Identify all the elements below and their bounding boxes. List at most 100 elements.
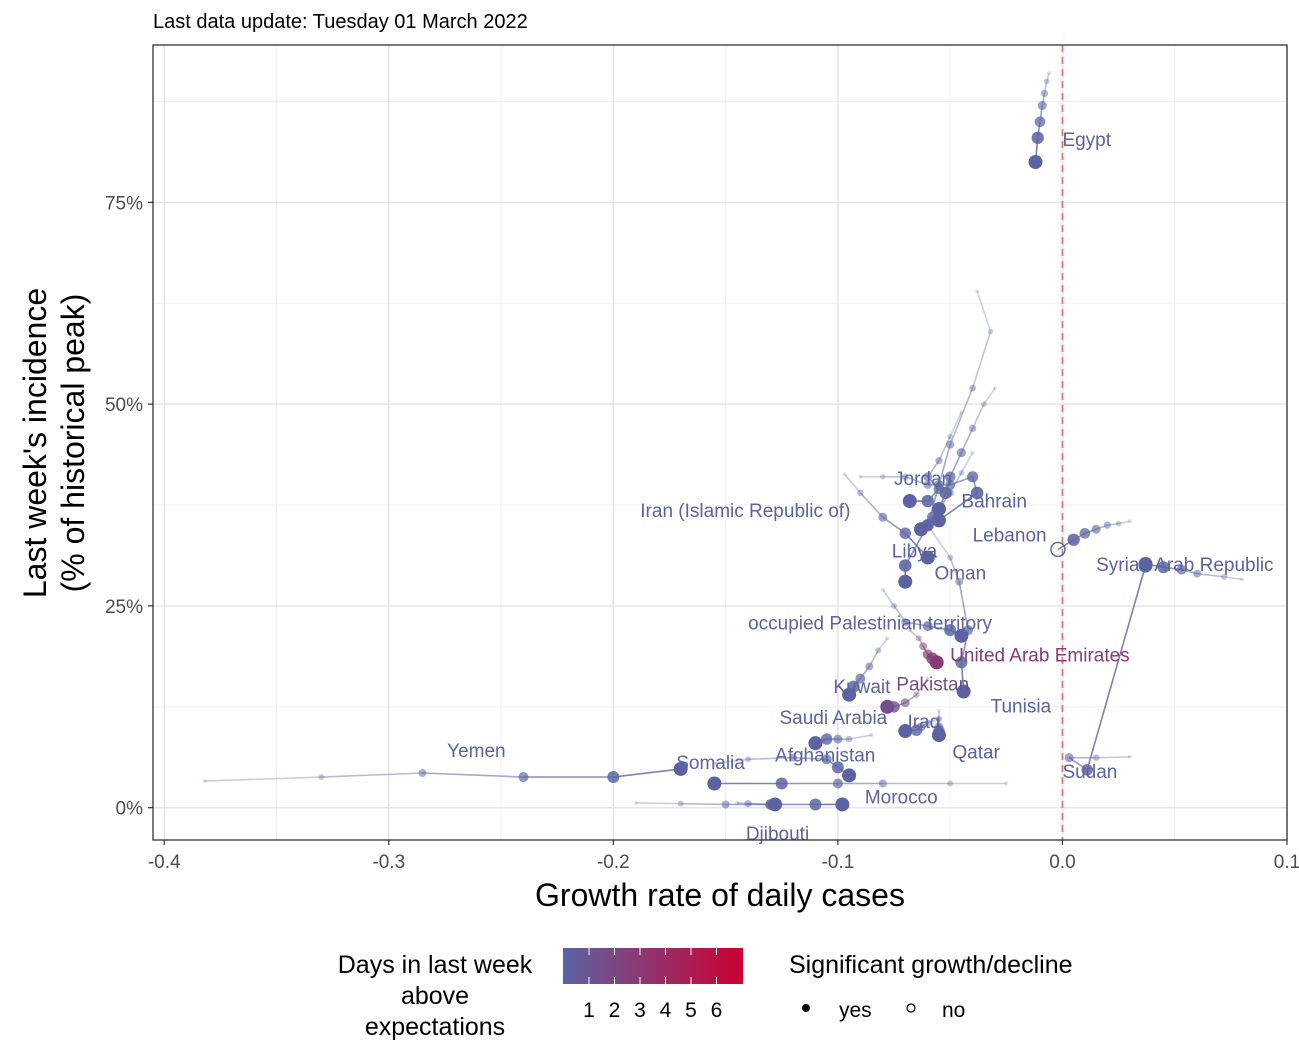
color-legend-label: 2	[609, 999, 621, 1022]
trail-somalia	[712, 753, 857, 783]
data-point	[898, 559, 912, 572]
data-point	[878, 779, 887, 788]
trail-segment	[938, 436, 951, 461]
trail-segment	[882, 589, 895, 607]
data-point	[858, 474, 863, 479]
color-legend-title-line1: Days in last week	[338, 951, 533, 979]
trail-sudan	[1064, 558, 1153, 776]
country-label: Yemen	[447, 741, 505, 762]
data-point	[944, 624, 957, 637]
trail-segment	[958, 581, 969, 631]
color-legend-title-line2: above	[401, 982, 469, 1010]
trail-lebanon	[858, 471, 984, 528]
x-tick-label: -0.4	[148, 852, 181, 873]
data-point	[809, 798, 822, 811]
data-point	[969, 384, 977, 392]
data-point	[1115, 520, 1122, 527]
data-point	[944, 471, 956, 483]
trail-segment	[877, 637, 888, 651]
data-point	[745, 756, 752, 763]
trail-segment	[736, 802, 749, 805]
data-point	[958, 469, 965, 476]
data-point	[1240, 577, 1245, 582]
trail-segment	[714, 758, 749, 765]
color-legend-label: 3	[634, 999, 646, 1022]
data-point	[936, 708, 941, 713]
country-label: Saudi Arabia	[780, 708, 888, 729]
data-point	[734, 800, 739, 805]
data-point	[1034, 116, 1046, 128]
data-point	[1031, 131, 1044, 144]
color-legend-title-line3: expectations	[365, 1013, 505, 1041]
trail-segment	[938, 492, 978, 522]
country-label: United Arab Emirates	[950, 646, 1130, 667]
y-tick-label: 75%	[105, 193, 143, 214]
data-point	[921, 494, 934, 508]
data-point	[913, 691, 920, 698]
plot-border	[152, 44, 1288, 841]
data-point	[967, 471, 979, 483]
data-point	[898, 574, 913, 589]
data-point	[833, 734, 843, 744]
data-point	[925, 676, 930, 681]
data-point	[959, 410, 964, 415]
data-point	[1176, 564, 1187, 575]
plot-background	[153, 45, 1287, 840]
trail-segment	[904, 524, 929, 566]
data-point	[924, 719, 931, 727]
data-point	[1050, 541, 1066, 558]
data-point	[931, 513, 946, 528]
data-point	[934, 480, 944, 490]
trail-segment	[1043, 81, 1048, 94]
color-legend-label: 5	[685, 999, 697, 1022]
trail-segment	[748, 756, 794, 761]
data-point	[1028, 155, 1043, 170]
data-point	[981, 401, 987, 407]
shape-legend: Significant growth/decline yes no	[789, 951, 1073, 1022]
x-tick-label: -0.1	[822, 852, 855, 873]
color-legend-bar	[563, 948, 743, 984]
data-point	[901, 473, 909, 481]
data-point	[922, 621, 933, 632]
shape-legend-no-marker	[906, 1003, 916, 1013]
x-tick-label: -0.2	[597, 852, 630, 873]
data-point	[607, 771, 620, 784]
data-point	[891, 602, 898, 609]
trail-segment	[844, 473, 861, 494]
country-label: Syrian Arab Republic	[1096, 555, 1273, 576]
trail-segment	[927, 524, 951, 558]
trail-segment	[848, 734, 872, 740]
data-point	[923, 480, 932, 490]
data-point	[865, 662, 874, 671]
data-point	[956, 448, 966, 458]
x-tick-label: -0.3	[372, 852, 405, 873]
data-point	[712, 761, 717, 766]
data-point	[915, 635, 922, 642]
trail-qatar	[931, 708, 946, 743]
country-label: occupied Palestinian territory	[748, 613, 992, 634]
data-point	[832, 778, 843, 789]
trail-segment	[1096, 756, 1130, 759]
x-tick-label: 0.0	[1049, 852, 1075, 873]
data-point	[518, 772, 529, 783]
color-legend-label: 1	[583, 999, 595, 1022]
country-label: Afghanistan	[775, 746, 875, 767]
trail-segment	[971, 331, 992, 389]
data-point	[855, 673, 866, 684]
data-point	[821, 754, 832, 765]
country-label: Lebanon	[973, 525, 1047, 546]
y-tick-label: 25%	[105, 597, 143, 618]
country-label: Oman	[934, 563, 986, 584]
data-point	[842, 687, 857, 702]
data-point	[963, 625, 974, 636]
data-point	[1043, 78, 1050, 85]
trail-iraq	[898, 716, 941, 739]
data-point	[808, 736, 823, 751]
trail-yemen	[202, 761, 688, 784]
data-point	[902, 494, 917, 509]
trail-segment	[949, 387, 974, 445]
trail-segment	[949, 557, 960, 583]
data-point	[1127, 754, 1132, 759]
data-point	[842, 472, 847, 477]
data-point	[202, 779, 207, 784]
